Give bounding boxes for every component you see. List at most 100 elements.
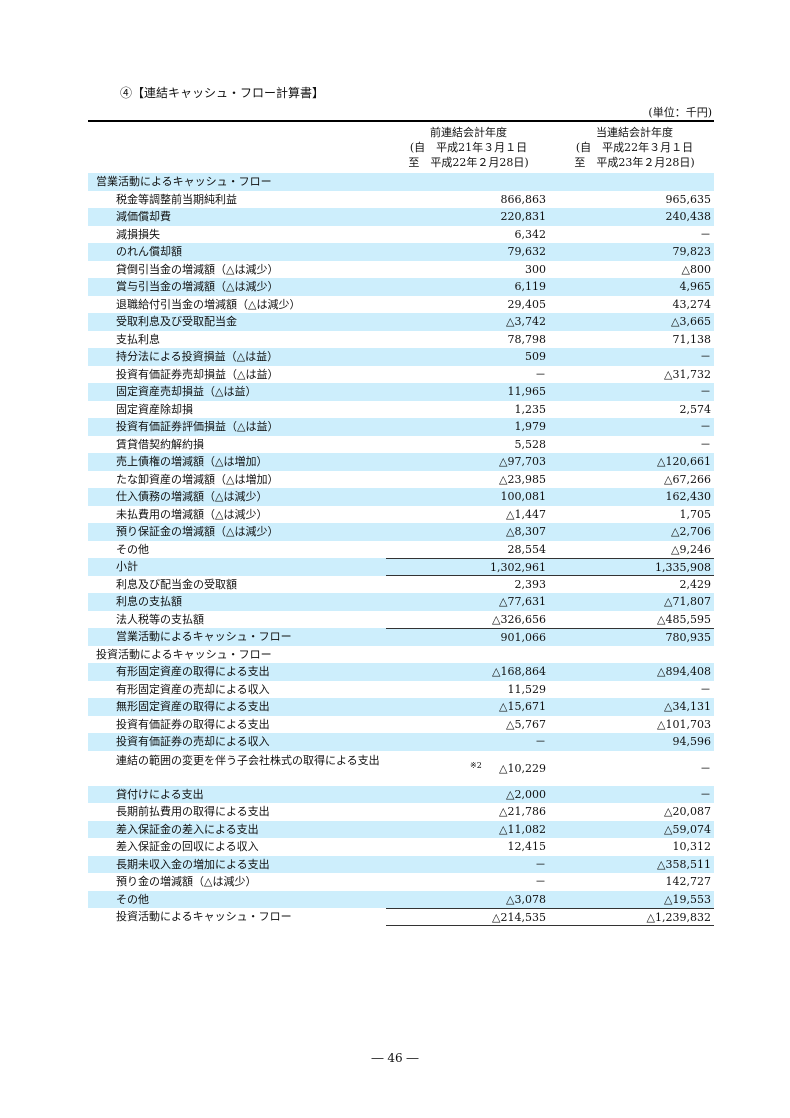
table-row: 長期前払費用の取得による支出 △21,786 △20,087 [88, 803, 714, 821]
curr-year-value: △34,131 [664, 700, 711, 713]
prev-year-value: △5,767 [386, 716, 549, 734]
table-row: 預り金の増減額（△は減少） － 142,727 [88, 873, 714, 891]
row-label: 有形固定資産の取得による支出 [116, 665, 270, 678]
row-label: 減価償却費 [116, 210, 171, 223]
table-row: 減損損失 6,342 － [88, 226, 714, 244]
table-row: 減価償却費 220,831 240,438 [88, 208, 714, 226]
row-label: 貸付けによる支出 [116, 787, 204, 801]
value-text: △214,535 [492, 911, 546, 924]
prev-year-value: 509 [386, 348, 549, 366]
curr-year-value: △71,807 [664, 595, 711, 608]
value-text: △8,307 [506, 525, 546, 538]
curr-year-value: 240,438 [665, 210, 712, 223]
curr-year-value: － [700, 420, 711, 433]
value-text: － [535, 735, 546, 748]
table-row: たな卸資産の増減額（△は増加） △23,985 △67,266 [88, 471, 714, 489]
prev-year-value: ※2 △10,229 [386, 751, 549, 786]
row-label: 投資活動によるキャッシュ・フロー [116, 910, 292, 923]
value-text: △23,985 [499, 472, 546, 486]
table-row: 法人税等の支払額 △326,656 △485,595 [88, 611, 714, 629]
table-row: 投資有価証券の売却による収入 － 94,596 [88, 733, 714, 751]
value-text: 1,302,961 [490, 561, 546, 574]
table-row: 貸付けによる支出 △2,000 － [88, 785, 714, 803]
row-label: 投資有価証券の売却による収入 [116, 735, 270, 748]
curr-year-value: 1,335,908 [549, 558, 714, 576]
value-text: 12,415 [507, 840, 547, 853]
row-label: 営業活動によるキャッシュ・フロー [96, 175, 272, 188]
row-label: その他 [116, 542, 149, 556]
table-row: 無形固定資産の取得による支出 △15,671 △34,131 [88, 698, 714, 716]
value-text: － [535, 875, 546, 888]
curr-year-value: 2,574 [679, 402, 712, 416]
prev-year-value: △77,631 [386, 593, 549, 611]
table-row: 退職給付引当金の増減額（△は減少） 29,405 43,274 [88, 296, 714, 314]
curr-year-value: △120,661 [657, 455, 711, 468]
prev-year-value: 300 [386, 261, 549, 279]
row-label: 賞与引当金の増減額（△は減少） [116, 280, 279, 293]
prev-year-value: 1,235 [386, 401, 549, 419]
table-row: 連結の範囲の変更を伴う子会社株式の取得による支出 ※2 △10,229 － [88, 751, 714, 786]
prev-year-value: － [386, 733, 549, 751]
row-label: 貸倒引当金の増減額（△は減少） [116, 262, 279, 276]
value-text: △1,447 [506, 507, 546, 521]
table-row: 長期未収入金の増加による支出 － △358,511 [88, 855, 714, 874]
table-row: 小計 1,302,961 1,335,908 [88, 558, 714, 576]
curr-year-value: 4,965 [679, 280, 712, 293]
row-label: 持分法による投資損益（△は益） [116, 350, 279, 363]
row-label: 有形固定資産の売却による収入 [116, 682, 270, 696]
curr-year-value: 780,935 [549, 628, 714, 646]
prev-year-value: 2,393 [386, 576, 549, 594]
prev-year-value: △326,656 [386, 611, 549, 629]
page-number: ― 46 ― [371, 1051, 419, 1065]
curr-year-value: △358,511 [657, 857, 711, 871]
column-period-to: 至 平成23年２月28日) [574, 156, 695, 169]
table-row: 固定資産除却損 1,235 2,574 [88, 401, 714, 419]
table-row: 投資有価証券売却損益（△は益） － △31,732 [88, 366, 714, 384]
prev-year-value: △21,786 [386, 803, 549, 821]
row-label: 法人税等の支払額 [116, 612, 204, 626]
row-label: のれん償却額 [116, 245, 182, 258]
row-label: 長期前払費用の取得による支出 [116, 805, 270, 818]
value-text: △21,786 [499, 805, 546, 818]
curr-year-value: 2,429 [679, 577, 712, 591]
value-text: △10,229 [499, 761, 546, 775]
table-row: 差入保証金の回収による収入 12,415 10,312 [88, 838, 714, 856]
value-text: △97,703 [499, 455, 546, 468]
table-row: その他 △3,078 △19,553 [88, 890, 714, 908]
row-label: 営業活動によるキャッシュ・フロー [116, 630, 292, 643]
curr-year-value: 94,596 [672, 735, 712, 748]
value-text: 100,081 [500, 490, 547, 503]
value-text: 1,979 [514, 420, 547, 433]
table-row: 受取利息及び受取配当金 △3,742 △3,665 [88, 313, 714, 331]
value-text: 11,965 [507, 385, 547, 398]
prev-year-value: 6,342 [386, 226, 549, 244]
table-row: 利息の支払額 △77,631 △71,807 [88, 593, 714, 611]
value-text: 300 [525, 262, 546, 276]
row-label: 連結の範囲の変更を伴う子会社株式の取得による支出 [116, 753, 380, 767]
prev-year-value: 100,081 [386, 488, 549, 506]
prev-year-value: 866,863 [386, 191, 549, 209]
table-row: 貸倒引当金の増減額（△は減少） 300 △800 [88, 261, 714, 279]
row-label: 投資有価証券評価損益（△は益） [116, 420, 279, 433]
prev-year-value: 220,831 [386, 208, 549, 226]
row-label: 小計 [116, 560, 138, 573]
table-row: 利息及び配当金の受取額 2,393 2,429 [88, 576, 714, 594]
prev-year-value: － [386, 856, 549, 874]
curr-year-value: △894,408 [657, 665, 711, 678]
curr-year-value: △3,665 [671, 315, 711, 328]
curr-year-value: － [700, 350, 711, 363]
row-label: 投資有価証券の取得による支出 [116, 717, 270, 731]
table-row: 仕入債務の増減額（△は減少） 100,081 162,430 [88, 488, 714, 506]
prev-year-value: △11,082 [386, 821, 549, 839]
column-period-from: (自 平成21年３月１日 [409, 141, 528, 154]
table-row: のれん償却額 79,632 79,823 [88, 243, 714, 261]
curr-year-value: 142,727 [665, 875, 712, 888]
row-label: 固定資産売却損益（△は益） [116, 385, 257, 398]
table-row: 投資活動によるキャッシュ・フロー △214,535 △1,239,832 [88, 908, 714, 926]
value-text: 6,119 [514, 280, 547, 293]
curr-year-value: △2,706 [671, 525, 711, 538]
curr-year-value [549, 646, 714, 664]
column-header-curr: 当連結会計年度 (自 平成22年３月１日 至 平成23年２月28日) [552, 125, 717, 170]
row-label: 固定資産除却損 [116, 402, 193, 416]
row-label: 差入保証金の回収による収入 [116, 840, 259, 853]
